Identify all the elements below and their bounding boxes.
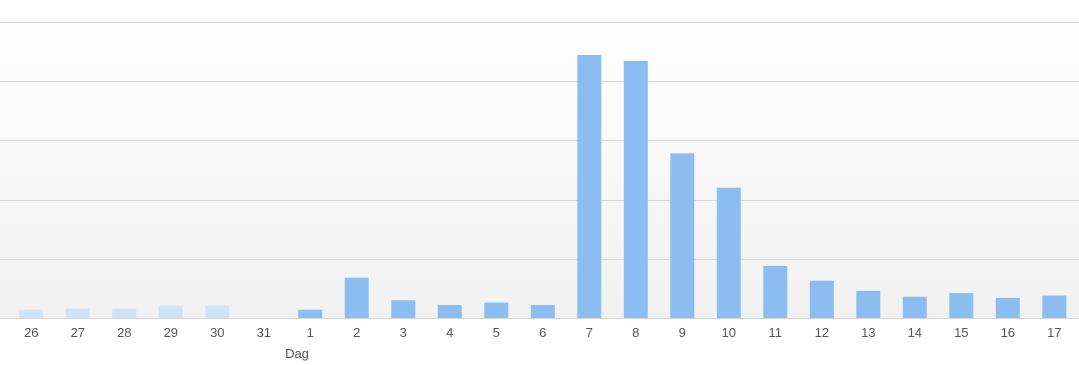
bar-6[interactable] [530,305,555,318]
x-tick-label-9: 9 [679,325,686,340]
plot-background [0,10,1079,318]
bar-28[interactable] [112,308,137,319]
bar-9[interactable] [670,153,695,318]
x-axis-tick-labels: 26 27 28 29 30 31 1 2 3 4 5 6 7 8 9 10 11 12 13 14 15 16 17 [24,325,1061,340]
x-tick-label-14: 14 [908,325,922,340]
x-tick-label-15: 15 [954,325,968,340]
bars [19,55,1067,319]
x-tick-label-5: 5 [493,325,500,340]
x-tick-label-11: 11 [769,325,783,340]
x-tick-label-6: 6 [539,325,546,340]
x-tick-label-28: 28 [117,325,131,340]
bar-7[interactable] [577,55,602,318]
bar-29[interactable] [158,305,183,318]
bar-2[interactable] [344,277,369,318]
x-tick-label-30: 30 [210,325,224,340]
grid-lines [0,22,1079,319]
x-tick-label-12: 12 [815,325,829,340]
bar-16[interactable] [995,297,1020,318]
bar-17[interactable] [1042,295,1067,319]
bar-26[interactable] [19,309,44,318]
bar-4[interactable] [437,305,462,318]
bar-8[interactable] [623,60,648,319]
bar-14[interactable] [902,296,927,318]
x-tick-label-31: 31 [257,325,271,340]
x-tick-label-16: 16 [1001,325,1015,340]
bar-10[interactable] [716,187,741,318]
bar-3[interactable] [391,300,416,318]
x-tick-label-26: 26 [24,325,38,340]
bar-12[interactable] [809,280,834,318]
bar-13[interactable] [856,290,881,318]
bar-1[interactable] [298,309,323,318]
x-tick-label-13: 13 [861,325,875,340]
x-tick-label-8: 8 [632,325,639,340]
x-tick-label-27: 27 [71,325,85,340]
x-tick-label-4: 4 [446,325,453,340]
bar-11[interactable] [763,265,788,318]
x-axis-title: Dag [285,346,309,361]
x-tick-label-10: 10 [722,325,736,340]
x-tick-label-3: 3 [400,325,407,340]
bar-5[interactable] [484,302,509,318]
x-tick-label-29: 29 [164,325,178,340]
bar-27[interactable] [65,308,90,319]
x-tick-label-1: 1 [307,325,314,340]
x-tick-label-17: 17 [1047,325,1061,340]
x-tick-label-2: 2 [353,325,360,340]
x-tick-label-7: 7 [586,325,593,340]
bar-15[interactable] [949,293,974,318]
bar-30[interactable] [205,305,230,318]
